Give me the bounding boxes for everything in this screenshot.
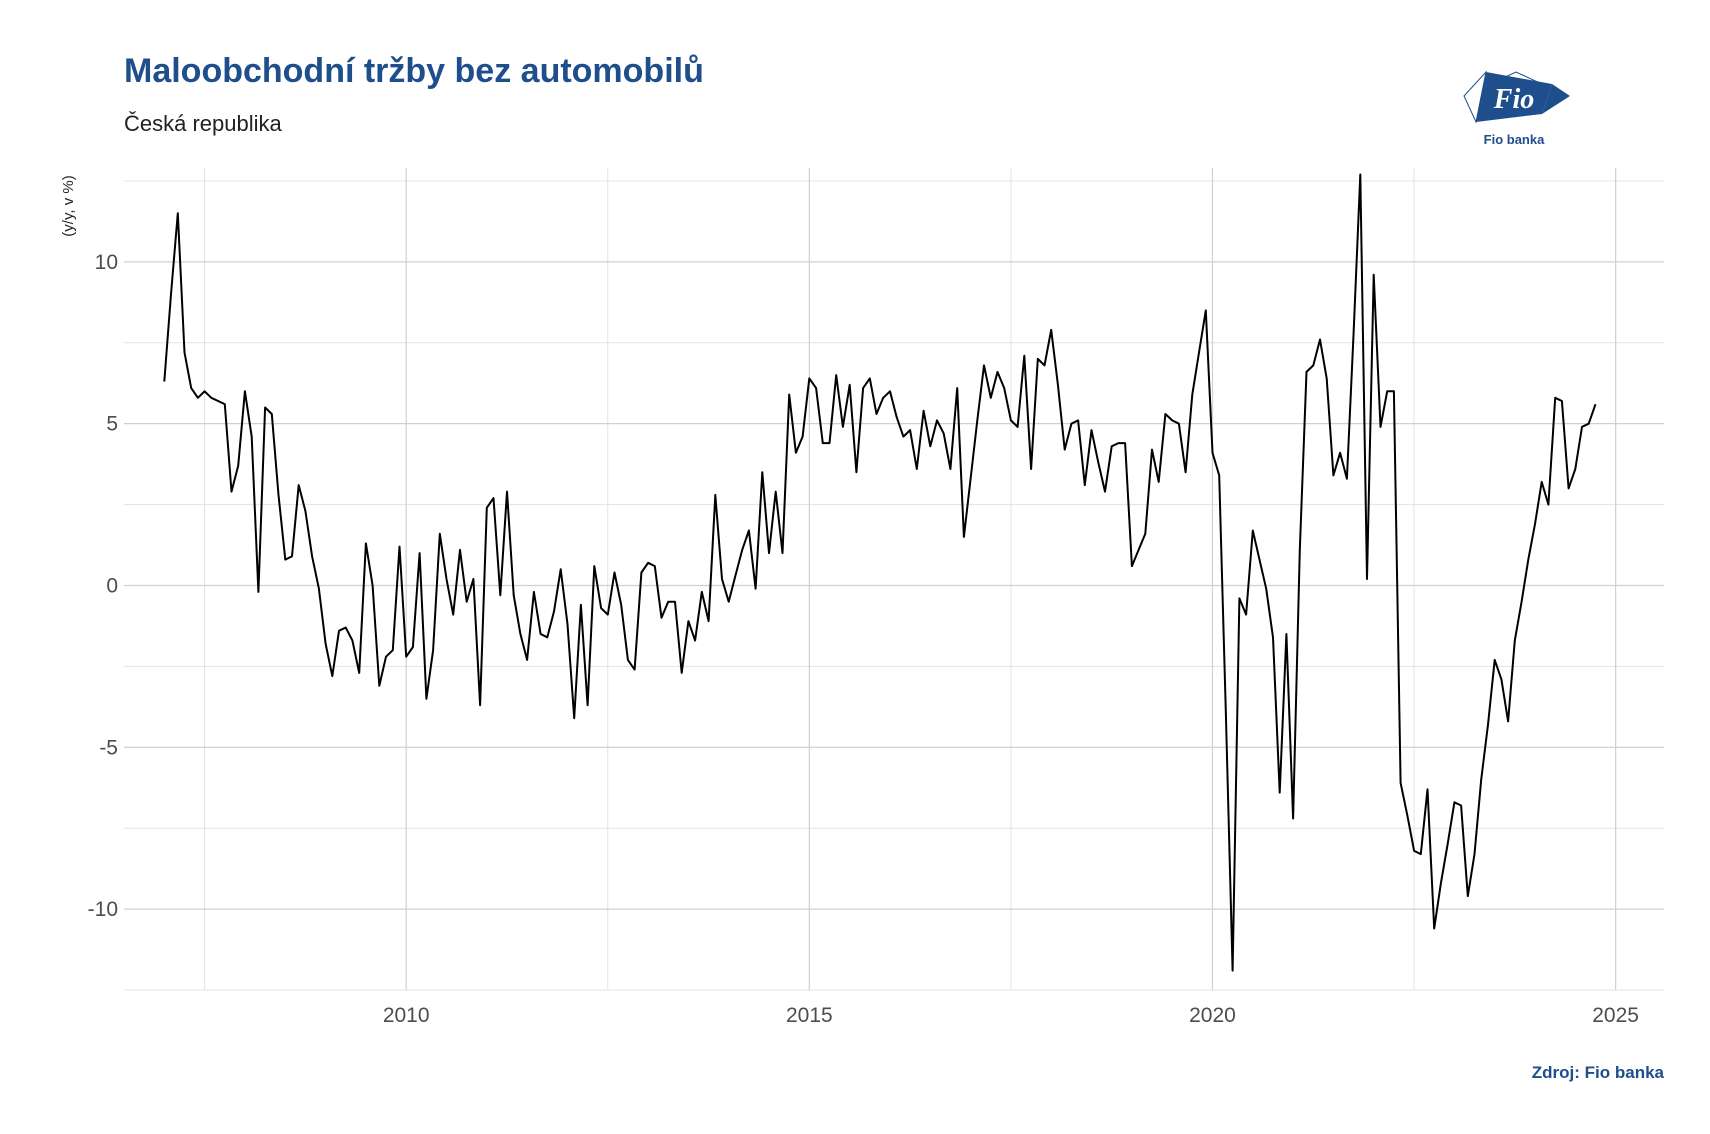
logo-text: Fio — [1493, 84, 1534, 115]
y-tick-label: 5 — [106, 413, 118, 436]
logo-flag — [1476, 72, 1552, 122]
x-tick-label: 2010 — [383, 1004, 430, 1027]
x-tick-label: 2025 — [1592, 1004, 1639, 1027]
x-tick-label: 2020 — [1189, 1004, 1236, 1027]
x-tick-label: 2015 — [786, 1004, 833, 1027]
y-axis-label: (y/y, v %) — [60, 175, 77, 236]
logo-flag-left — [1463, 70, 1487, 124]
fio-logo-icon: Fio Fio banka — [1463, 70, 1570, 147]
y-axis-ticks: -10 -5 0 5 10 — [88, 251, 118, 921]
y-tick-label: 10 — [95, 251, 118, 274]
grid-minor — [124, 168, 1664, 991]
logo-flag-right — [1542, 84, 1570, 114]
y-tick-label: -10 — [88, 898, 118, 921]
logo-caption: Fio banka — [1484, 132, 1545, 147]
grid-major — [124, 168, 1664, 990]
chart-subtitle: Česká republika — [124, 111, 282, 136]
series-line — [163, 173, 1597, 972]
source-note: Zdroj: Fio banka — [1531, 1063, 1664, 1082]
fio-banka-logo: Fio Fio banka — [1462, 66, 1574, 150]
x-axis-ticks: 2010 2015 2020 2025 — [383, 1004, 1639, 1027]
chart-title: Maloobchodní tržby bez automobilů — [124, 52, 704, 90]
y-tick-label: -5 — [99, 736, 118, 759]
y-tick-label: 0 — [106, 574, 118, 597]
